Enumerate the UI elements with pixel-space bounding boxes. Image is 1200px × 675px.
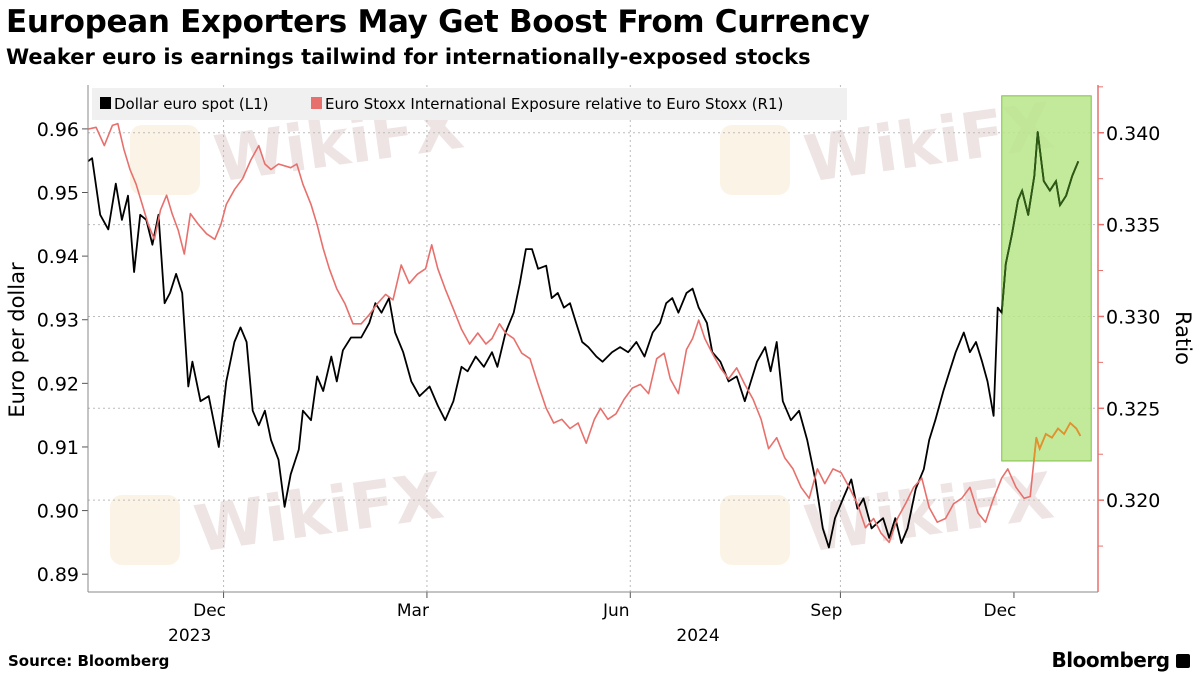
x-year-label: 2024 [676, 626, 719, 646]
y-right-tick-label: 0.330 [1106, 306, 1160, 328]
y-axis-right-label: Ratio [1171, 311, 1195, 365]
x-year-label: 2023 [168, 626, 211, 646]
chart-title: European Exporters May Get Boost From Cu… [6, 4, 870, 40]
y-left-tick-label: 0.96 [37, 119, 79, 141]
series-lines [87, 122, 1082, 549]
x-tick-label: Dec [193, 601, 226, 621]
highlight-box [1001, 95, 1092, 462]
bloomberg-logo: Bloomberg [1052, 648, 1190, 672]
series-line-dollar-euro [87, 131, 1080, 549]
y-right-tick-label: 0.335 [1106, 215, 1160, 237]
y-right-tick-label: 0.320 [1106, 490, 1160, 512]
y-left-tick-label: 0.94 [37, 246, 79, 268]
legend-swatch-black [100, 97, 111, 109]
source-note: Source: Bloomberg [8, 652, 170, 670]
y-left-tick-label: 0.91 [37, 437, 79, 459]
brand-text: Bloomberg [1051, 648, 1170, 672]
legend-swatch-red [311, 97, 322, 109]
y-axis-left-label: Euro per dollar [5, 262, 29, 418]
gridlines [88, 85, 1098, 592]
y-left-tick-label: 0.92 [37, 373, 79, 395]
legend-label-black: Dollar euro spot (L1) [114, 95, 268, 113]
y-right-tick-label: 0.325 [1106, 398, 1160, 420]
y-right-tick-label: 0.340 [1106, 123, 1160, 145]
watermark-logo-icon [110, 495, 180, 565]
axes: 0.340 0.335 0.330 0.325 0.320 Dec Mar Jun Sep Dec… [37, 85, 1160, 646]
series-line-euro-stoxx-ratio [87, 122, 1082, 544]
legend-label-red: Euro Stoxx International Exposure relati… [325, 95, 783, 113]
watermark-logo-icon [130, 125, 200, 195]
bloomberg-chart-icon [1176, 654, 1190, 668]
x-tick-label: Dec [983, 601, 1016, 621]
y-left-tick-label: 0.90 [37, 501, 79, 523]
chart-subtitle: Weaker euro is earnings tailwind for int… [6, 45, 811, 69]
watermark-logo-icon [720, 125, 790, 195]
watermark-text: WikiFX [190, 460, 448, 568]
y-left-tick-label: 0.95 [37, 183, 79, 205]
x-tick-label: Mar [397, 601, 429, 621]
x-tick-label: Sep [810, 601, 842, 621]
legend: Dollar euro spot (L1) Euro Stoxx Interna… [92, 88, 847, 120]
x-tick-label: Jun [602, 601, 630, 621]
y-left-tick-label: 0.89 [37, 564, 79, 586]
watermark-logo-icon [720, 495, 790, 565]
y-left-tick-label: 0.93 [37, 310, 79, 332]
watermark-text: WikiFX [800, 460, 1058, 568]
